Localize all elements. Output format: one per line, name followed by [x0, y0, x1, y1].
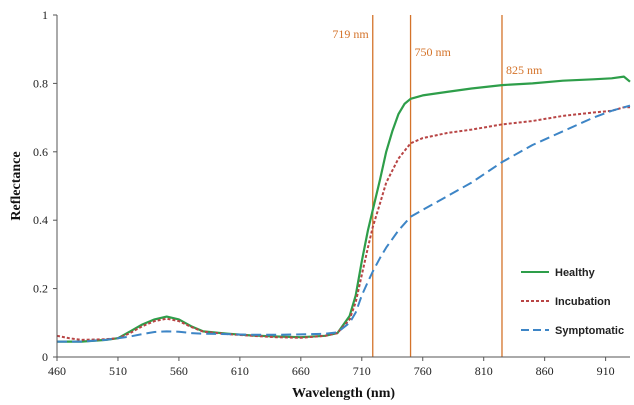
- x-tick-label: 460: [48, 364, 66, 378]
- x-tick-label: 710: [353, 364, 371, 378]
- annotation-label: 719 nm: [332, 27, 369, 41]
- x-tick-label: 810: [475, 364, 493, 378]
- x-tick-label: 660: [292, 364, 310, 378]
- x-tick-label: 610: [231, 364, 249, 378]
- y-axis-title: Reflectance: [9, 151, 24, 220]
- annotation-label: 825 nm: [506, 63, 543, 77]
- legend-label: Incubation: [555, 296, 611, 308]
- annotation-layer: 719 nm 750 nm 825 nm: [332, 15, 543, 357]
- x-tick-label: 910: [597, 364, 615, 378]
- series-line-healthy: [57, 75, 631, 343]
- legend: Healthy Incubation Symptomatic: [521, 267, 624, 337]
- y-tick-label: 0.8: [33, 76, 48, 90]
- tick-layer: 460 510 560 610 660 710 760 810 860 910 0 0.2 0.4 0.6…: [33, 8, 615, 378]
- annotation-label: 750 nm: [415, 45, 452, 59]
- x-tick-label: 510: [109, 364, 127, 378]
- legend-label: Healthy: [555, 267, 596, 279]
- series-line-incubation: [56, 106, 630, 341]
- y-tick-label: 0.4: [33, 213, 48, 227]
- series-line-symptomatic: [57, 104, 631, 343]
- x-tick-label: 560: [170, 364, 188, 378]
- axes-layer: [56, 15, 630, 358]
- x-tick-label: 860: [536, 364, 554, 378]
- legend-label: Symptomatic: [555, 325, 624, 337]
- y-tick-label: 0.2: [33, 282, 48, 296]
- y-tick-label: 0.6: [33, 145, 48, 159]
- y-tick-label: 0: [42, 350, 48, 364]
- y-tick-label: 1: [42, 8, 48, 22]
- x-tick-label: 760: [414, 364, 432, 378]
- x-axis-title: Wavelength (nm): [292, 386, 395, 401]
- series-layer: [56, 75, 631, 343]
